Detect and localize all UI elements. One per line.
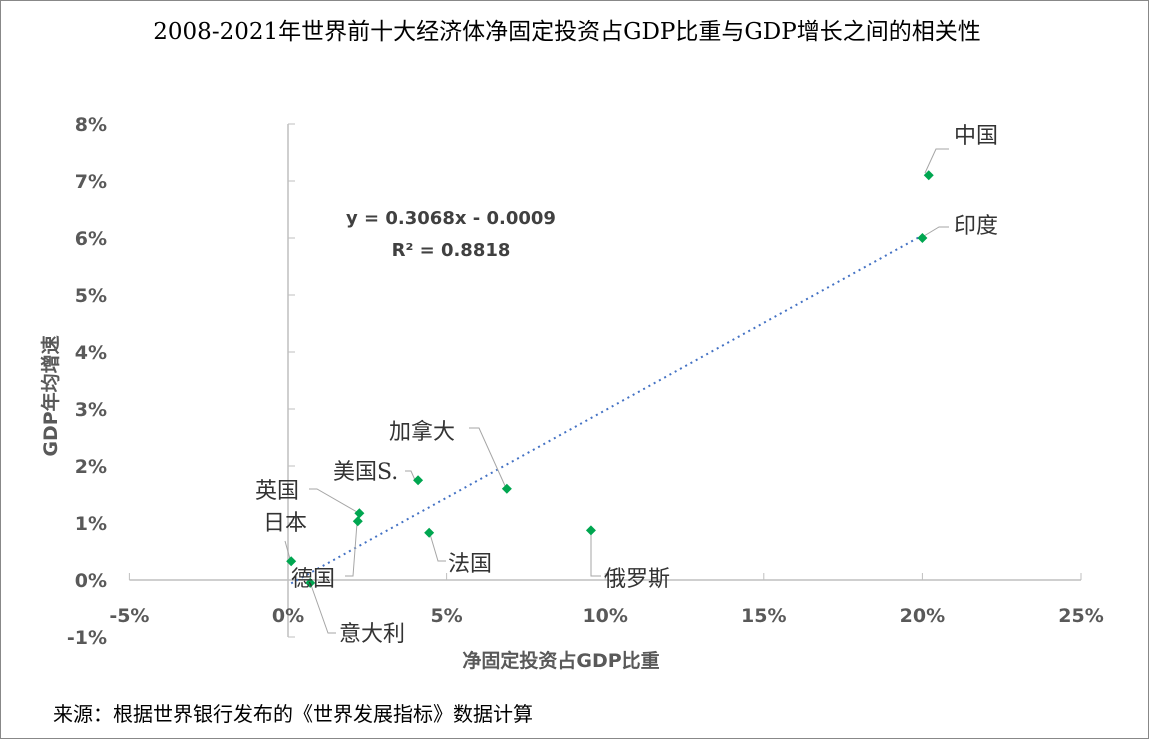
- x-tick-label: -5%: [109, 605, 149, 627]
- y-tick-label: 5%: [75, 285, 107, 307]
- leader-line: [345, 522, 358, 577]
- leader-line: [309, 488, 358, 513]
- chart-title: 2008-2021年世界前十大经济体净固定投资占GDP比重与GDP增长之间的相关…: [153, 19, 980, 45]
- data-label: 中国: [954, 124, 998, 149]
- data-label: 俄罗斯: [604, 567, 670, 592]
- leader-line: [924, 148, 949, 174]
- leader-line: [310, 584, 336, 634]
- x-tick-label: 5%: [430, 605, 462, 627]
- leader-line: [469, 427, 507, 489]
- data-label: 美国S.: [333, 460, 398, 485]
- y-tick-label: 2%: [75, 456, 107, 478]
- data-label: 德国: [291, 567, 335, 592]
- source-note: 来源：根据世界银行发布的《世界发展指标》数据计算: [53, 702, 533, 726]
- y-tick-label: 3%: [75, 399, 107, 421]
- y-tick-label: -1%: [67, 627, 107, 649]
- leader-line: [923, 226, 949, 237]
- data-point-7: [585, 525, 596, 536]
- data-label: 日本: [263, 511, 307, 536]
- data-label: 印度: [954, 214, 998, 239]
- x-tick-label: 15%: [741, 605, 786, 627]
- data-point-1: [917, 233, 928, 243]
- leader-line: [590, 532, 601, 577]
- y-tick-label: 4%: [75, 342, 107, 364]
- data-point-0: [923, 170, 934, 181]
- trendline: [290, 234, 923, 585]
- x-tick-label: 10%: [582, 605, 627, 627]
- data-point-9: [305, 577, 316, 588]
- leader-line: [405, 470, 416, 481]
- data-label: 意大利: [339, 622, 405, 647]
- leader-line: [284, 540, 291, 560]
- data-point-4: [354, 508, 365, 519]
- data-point-8: [286, 556, 297, 567]
- x-tick-label: 20%: [900, 605, 945, 627]
- data-label: 英国: [255, 479, 299, 504]
- trendline-equation: y = 0.3068x - 0.0009: [346, 208, 556, 229]
- y-tick-label: 0%: [75, 570, 107, 592]
- leader-line: [429, 533, 446, 562]
- x-axis-label: 净固定投资占GDP比重: [462, 649, 659, 672]
- y-tick-label: 6%: [75, 228, 107, 250]
- data-label: 法国: [448, 552, 492, 577]
- trendline-r2: R² = 0.8818: [392, 240, 511, 261]
- x-tick-label: 0%: [272, 605, 304, 627]
- y-tick-label: 1%: [75, 513, 107, 535]
- y-tick-label: 7%: [75, 171, 107, 193]
- data-point-6: [424, 527, 435, 538]
- data-point-2: [501, 483, 512, 494]
- data-point-5: [352, 516, 363, 527]
- y-axis-label: GDP年均增速: [39, 335, 62, 456]
- data-label: 加拿大: [389, 419, 455, 445]
- x-tick-label: 25%: [1058, 605, 1103, 627]
- y-tick-label: 8%: [75, 114, 107, 136]
- data-point-3: [413, 475, 424, 486]
